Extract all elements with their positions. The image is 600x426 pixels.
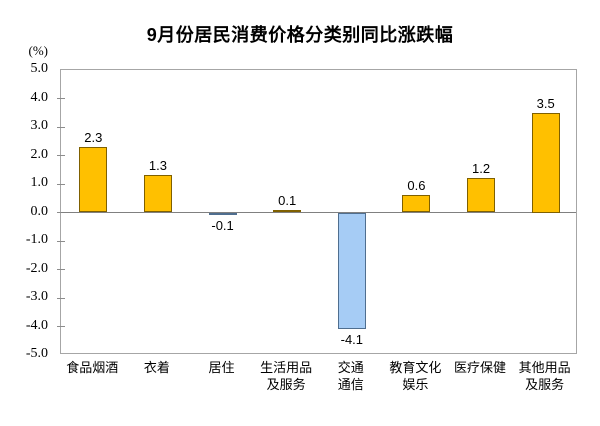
x-axis-category-label: 食品烟酒 xyxy=(66,360,119,375)
x-axis-category-label: 医疗保健 xyxy=(454,360,507,375)
y-axis-tick-label: -2.0 xyxy=(25,260,48,276)
bar-医疗保健 xyxy=(467,178,496,213)
bar-value-label: 1.3 xyxy=(148,158,167,174)
y-axis-tick-label: -3.0 xyxy=(25,289,48,304)
bar-value-label: -0.1 xyxy=(211,218,234,234)
y-axis-tick-label: 2.0 xyxy=(30,146,49,162)
y-axis-tick-label: -5.0 xyxy=(25,346,48,361)
zero-gridline xyxy=(61,212,576,213)
bar-value-label: 0.1 xyxy=(278,192,297,208)
y-axis-tick-label: 1.0 xyxy=(30,175,49,190)
x-axis-labels: 食品烟酒 衣着 居住 生活用品 及服务 交通 通信 教育文化 娱乐 医疗保健 其他用品 及服务 xyxy=(60,359,577,409)
bar-value-label: 0.6 xyxy=(407,178,426,194)
y-axis-tick xyxy=(57,98,65,99)
y-axis-tick-label: 3.0 xyxy=(30,118,49,133)
x-axis-category-label: 居住 xyxy=(208,360,235,375)
bar-其他用品及服务 xyxy=(531,112,560,213)
y-axis-tick-label: 0.0 xyxy=(30,203,49,219)
x-axis-category-label: 生活用品 及服务 xyxy=(260,360,313,392)
y-axis-tick xyxy=(57,126,65,128)
bar-value-label: 2.3 xyxy=(84,129,103,145)
y-axis-tick-label: 4.0 xyxy=(30,89,49,105)
bar-交通通信 xyxy=(337,212,366,330)
bar-教育文化娱乐 xyxy=(402,195,431,213)
bar-value-label: 3.5 xyxy=(536,95,555,111)
bar-value-label: 1.2 xyxy=(472,161,491,177)
y-axis-tick-label: -4.0 xyxy=(25,317,48,333)
y-axis-tick xyxy=(57,155,65,156)
y-axis-tick xyxy=(57,326,65,327)
y-axis-tick xyxy=(57,269,65,270)
y-axis-tick-label: 5.0 xyxy=(30,61,49,76)
plot-area: 2.3 1.3 -0.1 0.1 -4.1 0.6 1.2 3.5 xyxy=(57,69,577,354)
y-axis-tick xyxy=(57,183,65,185)
bar-衣着 xyxy=(143,175,172,213)
y-axis-unit-label: (%) xyxy=(28,43,49,58)
bar-食品烟酒 xyxy=(79,146,108,213)
chart-title: 9月份居民消费价格分类别同比涨跌幅 xyxy=(146,25,454,45)
y-axis-labels: 5.0 4.0 3.0 2.0 1.0 0.0 -1.0 -2.0 -3.0 -4.0 -5.0 xyxy=(0,0,48,426)
x-axis-category-label: 交通 通信 xyxy=(337,360,364,392)
bar-value-label: -4.1 xyxy=(340,332,364,348)
x-axis-category-label: 其他用品 及服务 xyxy=(518,360,571,392)
y-axis-tick xyxy=(57,240,65,242)
y-axis-tick-label: -1.0 xyxy=(25,232,48,247)
bar-居住 xyxy=(208,212,237,216)
x-axis-category-label: 教育文化 娱乐 xyxy=(389,360,442,392)
x-axis-category-label: 衣着 xyxy=(143,360,170,375)
bar-生活用品及服务 xyxy=(273,209,302,213)
y-axis-tick xyxy=(57,297,65,299)
